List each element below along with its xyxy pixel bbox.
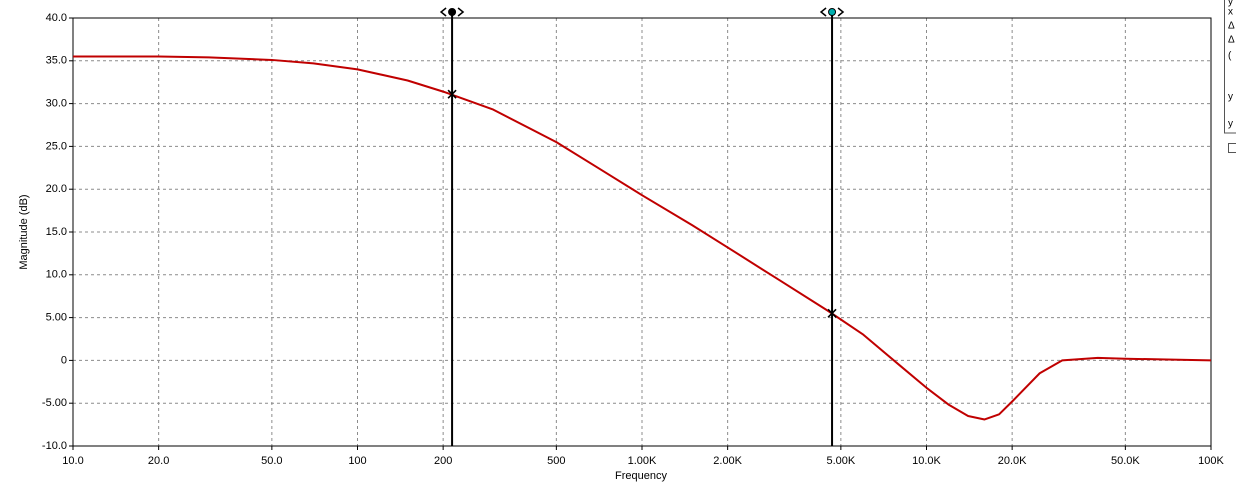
side-panel-label: y	[1228, 0, 1233, 8]
data-line	[73, 55, 1212, 421]
y-tick-label: 30.0	[46, 98, 67, 110]
y-tick-label: -10.0	[42, 440, 67, 452]
x-tick-label: 200	[434, 455, 452, 467]
side-panel-checkbox[interactable]	[1228, 143, 1236, 153]
y-tick-label: 20.0	[46, 183, 67, 195]
x-tick-label: 10.0K	[912, 455, 941, 467]
y-tick-label: 5.00	[46, 312, 67, 324]
x-axis-label: Frequency	[615, 470, 667, 482]
side-panel-label: y	[1228, 92, 1233, 103]
side-panel	[1224, 0, 1236, 134]
y-tick-label: 0	[61, 354, 67, 366]
cursor-marker	[447, 89, 457, 99]
y-tick-label: -5.00	[42, 397, 67, 409]
x-tick-label: 50.0K	[1111, 455, 1140, 467]
x-tick-label: 10.0	[62, 455, 83, 467]
side-panel-label: y	[1228, 119, 1233, 130]
y-tick-label: 10.0	[46, 269, 67, 281]
x-tick-label: 20.0	[148, 455, 169, 467]
x-tick-label: 100	[348, 455, 366, 467]
y-tick-label: 15.0	[46, 226, 67, 238]
x-tick-label: 1.00K	[628, 455, 657, 467]
side-panel-label: Δ	[1228, 35, 1235, 46]
x-tick-label: 2.00K	[713, 455, 742, 467]
cursor-head-dot	[448, 8, 457, 16]
x-tick-label: 50.0	[261, 455, 282, 467]
y-tick-label: 35.0	[46, 55, 67, 67]
side-panel-label: (	[1228, 51, 1232, 62]
side-panel-label: x	[1228, 7, 1233, 18]
cursor-head-dot	[828, 8, 837, 16]
side-panel-label: Δ	[1228, 21, 1235, 32]
x-tick-label: 500	[547, 455, 565, 467]
x-tick-label: 5.00K	[826, 455, 855, 467]
y-axis-label: Magnitude (dB)	[18, 194, 30, 269]
cursor-head	[439, 7, 465, 17]
y-tick-label: 40.0	[46, 12, 67, 24]
x-tick-label: 100K	[1198, 455, 1224, 467]
x-tick-label: 20.0K	[998, 455, 1027, 467]
cursor-head	[819, 7, 845, 17]
cursor-marker	[827, 308, 837, 318]
y-tick-label: 25.0	[46, 140, 67, 152]
plot-border	[72, 17, 1212, 447]
